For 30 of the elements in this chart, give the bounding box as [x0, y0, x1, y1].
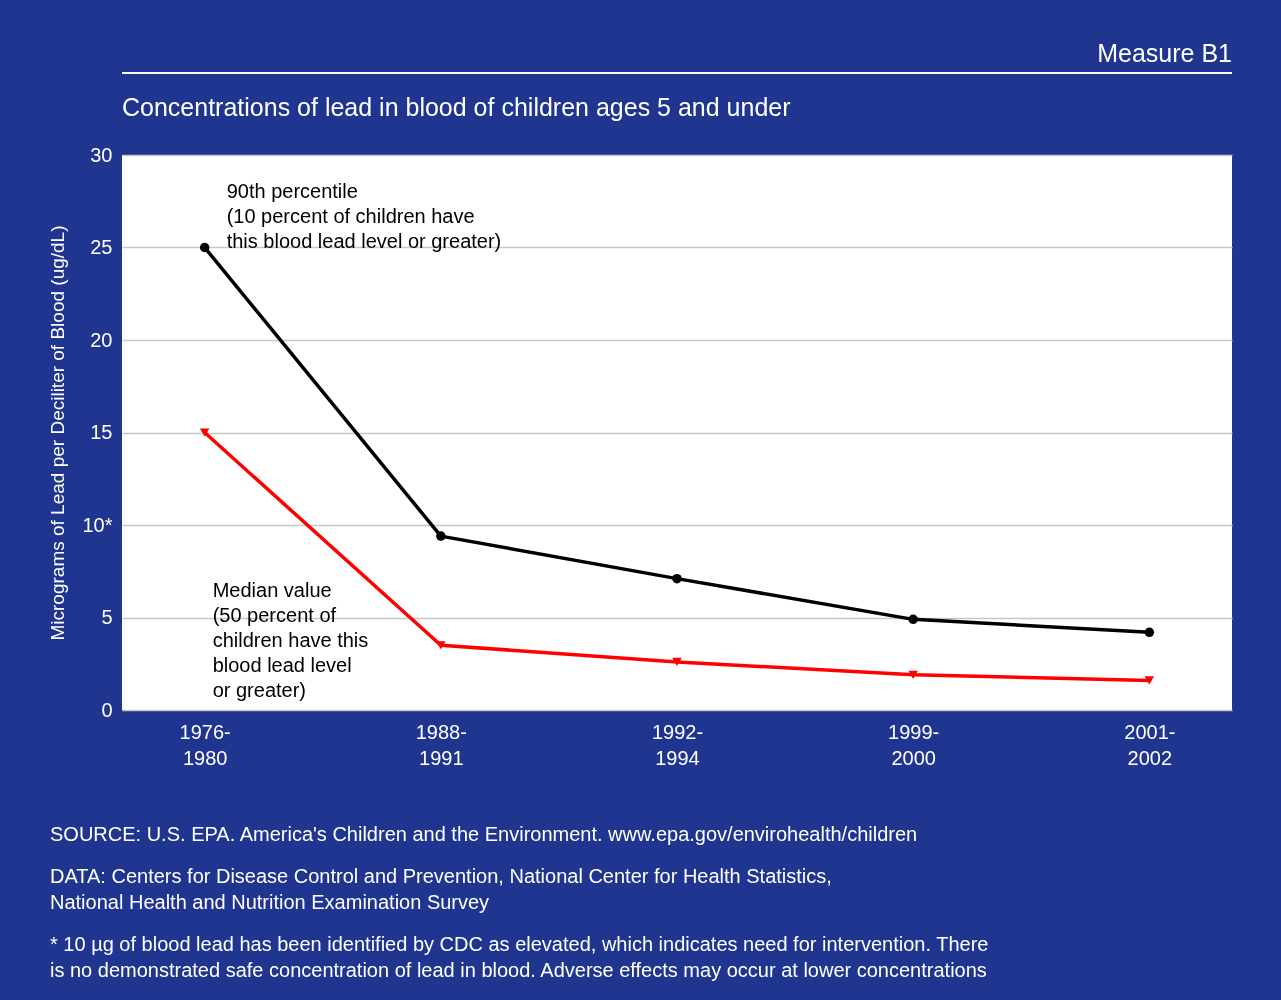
point	[199, 428, 210, 437]
x-tick-label: 2001-2002	[1124, 720, 1176, 769]
y-tick-label: 20	[90, 328, 113, 351]
point	[1144, 627, 1155, 638]
series-label: Median value (50 percent of children have this blood lead level or greater)	[212, 578, 369, 701]
y-tick-label: 10*	[82, 513, 113, 536]
point	[199, 242, 210, 253]
y-tick-label: 30	[90, 143, 113, 166]
point	[908, 670, 918, 679]
y-axis-title: Micrograms of Lead per Deciliter of Blood (ug/dL)	[47, 225, 69, 641]
source-note: SOURCE: U.S. EPA. America's Children and the Environment. www.epa.gov/envirohealth/children	[50, 823, 918, 845]
point	[672, 657, 682, 667]
point	[908, 614, 918, 625]
point	[436, 531, 446, 541]
point	[1144, 676, 1155, 685]
y-tick-label: 15	[90, 421, 113, 443]
y-tick-label: 5	[101, 606, 113, 628]
text: DATA: Centers for Disease Control and Prevention, National Center for Health Statistics, National Health and Nutrition Examination Survey	[50, 865, 832, 913]
chart-title: Measure B1	[1097, 39, 1232, 67]
chart-subtitle: Concentrations of lead in blood of children ages 5 and under	[122, 93, 791, 121]
y-tick-label: 25	[90, 236, 113, 258]
point	[436, 641, 446, 650]
x-tick-label: 1976-1980	[179, 720, 231, 769]
x-tick-label: 1992-1994	[651, 720, 704, 769]
x-tick-label: 1988-1991	[415, 720, 467, 769]
series-label: 90th percentile (10 percent of children have this blood lead level or greater)	[226, 179, 502, 252]
y-tick-label: 0	[101, 698, 113, 721]
x-tick-label: 1999-2000	[888, 720, 940, 769]
text: * 10 µg of blood lead has been identified by CDC as elevated, which indicates need for intervention. There is no demonstrated safe concentration of lead in blood. Adverse effects may occur at lower concentrations	[50, 933, 989, 981]
point	[672, 573, 682, 584]
